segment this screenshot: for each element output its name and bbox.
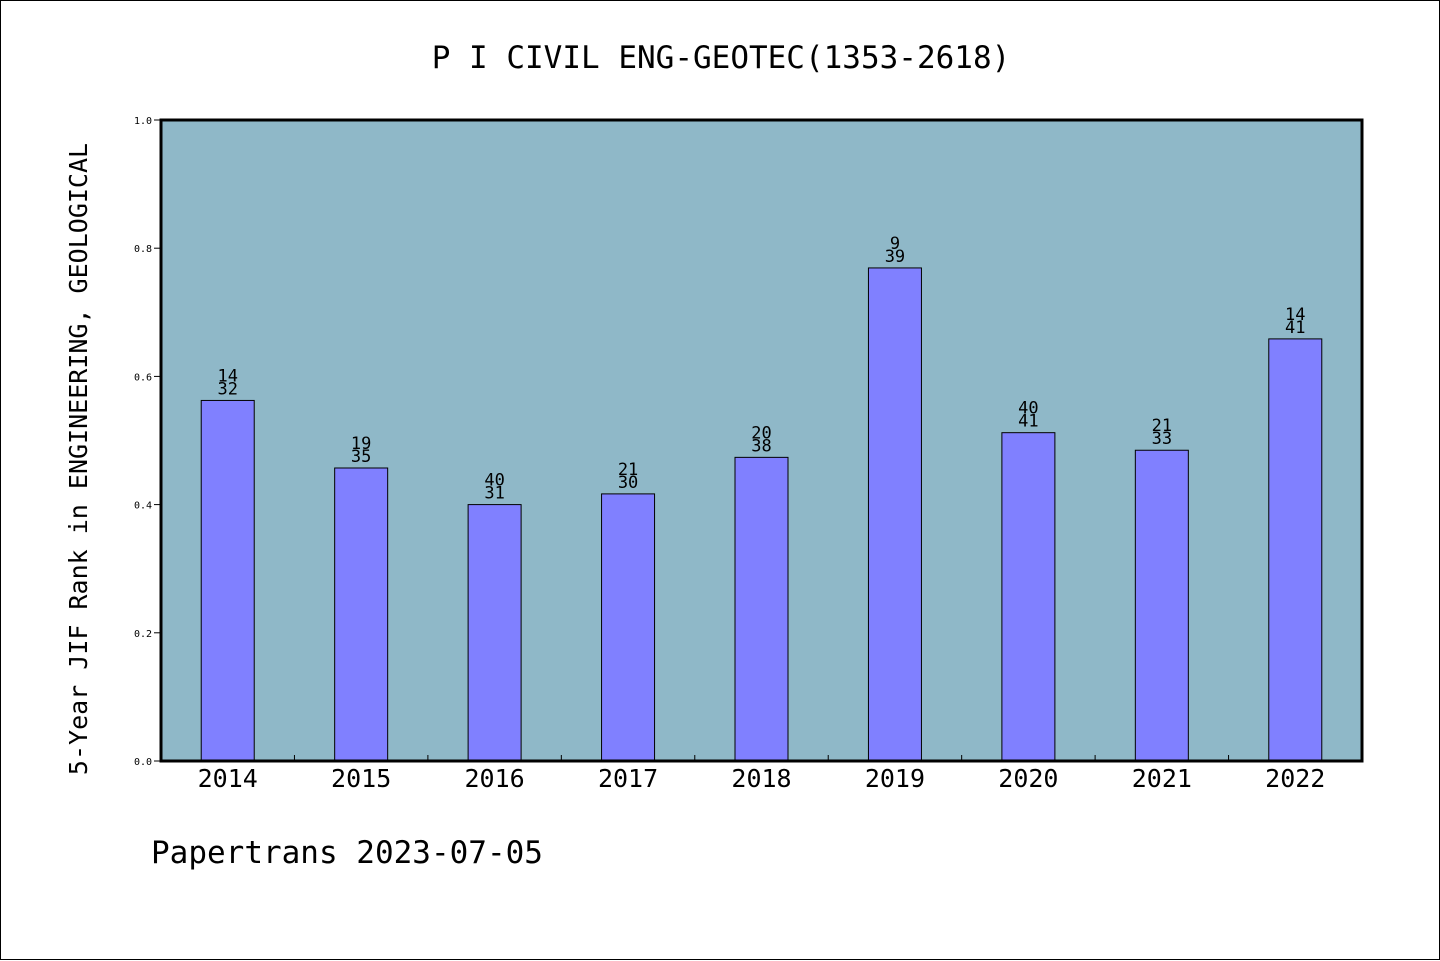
x-tick-label: 2015 (331, 764, 391, 793)
bar-label-rank: 40 (1018, 399, 1038, 419)
bar-label-rank: 9 (890, 234, 900, 254)
x-axis-tick-labels: 2014 2015 2016 2017 2018 2019 2020 2021 2022 (198, 764, 1326, 793)
bars (200, 267, 1323, 762)
y-tick-label: 0.2 (134, 629, 152, 640)
bar-2021 (1134, 449, 1189, 762)
bar-label-total: 41 (1018, 412, 1038, 432)
bar-label-rank: 21 (618, 460, 638, 480)
bar-2016 (467, 504, 522, 762)
bar-label-rank: 14 (1285, 305, 1305, 325)
bar-2017 (601, 493, 656, 762)
y-tick-label: 1.0 (134, 116, 152, 127)
bar-label-total: 30 (618, 473, 638, 493)
y-tick-label: 0.8 (134, 244, 152, 255)
bar-label-total: 39 (885, 247, 905, 267)
bar-label-rank: 21 (1152, 416, 1172, 436)
bar-label-total: 35 (351, 447, 371, 467)
chart-title: P I CIVIL ENG-GEOTEC(1353-2618) (432, 40, 1011, 76)
x-tick-label: 2021 (1132, 764, 1192, 793)
bar-2015 (334, 467, 389, 762)
bar-label-total: 38 (751, 436, 771, 456)
bar-label-rank: 40 (484, 471, 504, 491)
bar-label-rank: 19 (351, 434, 371, 454)
x-tick-label: 2022 (1265, 764, 1325, 793)
x-tick-label: 2014 (198, 764, 258, 793)
bar-2020 (1001, 432, 1056, 762)
x-tick-label: 2017 (598, 764, 658, 793)
footer-credit: Papertrans 2023-07-05 (151, 835, 543, 871)
bar-2014 (200, 399, 255, 762)
bar-2018 (734, 456, 789, 762)
bar-label-rank: 20 (751, 423, 771, 443)
bar-2022 (1268, 338, 1323, 762)
plot-border (159, 118, 1364, 763)
bar-label-total: 41 (1285, 318, 1305, 338)
y-tick-label: 0.6 (134, 372, 152, 383)
x-tick-label: 2019 (865, 764, 925, 793)
y-tick-label: 0.0 (134, 757, 152, 768)
x-tick-label: 2018 (731, 764, 791, 793)
y-axis-ticks: 0.0 0.2 0.4 0.6 0.8 1.0 (134, 116, 161, 768)
y-axis-label: 5-Year JIF Rank in ENGINEERING, GEOLOGIC… (64, 143, 93, 775)
bar-label-total: 32 (217, 379, 237, 399)
y-tick-label: 0.4 (134, 501, 152, 512)
bar-label-rank: 14 (217, 366, 237, 386)
bar-label-total: 31 (484, 484, 504, 504)
x-tick-label: 2020 (998, 764, 1058, 793)
bar-label-total: 33 (1152, 429, 1172, 449)
bar-2019 (867, 267, 922, 762)
x-tick-label: 2016 (465, 764, 525, 793)
